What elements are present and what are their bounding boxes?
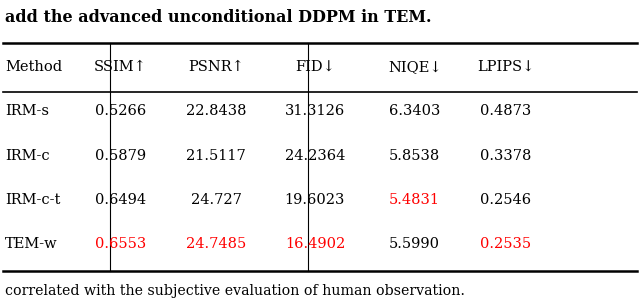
Text: 22.8438: 22.8438	[186, 104, 246, 118]
Text: 0.2546: 0.2546	[480, 193, 531, 207]
Text: 5.8538: 5.8538	[389, 149, 440, 163]
Text: 19.6023: 19.6023	[285, 193, 345, 207]
Text: 5.4831: 5.4831	[389, 193, 440, 207]
Text: 0.5879: 0.5879	[95, 149, 146, 163]
Text: IRM-c: IRM-c	[5, 149, 50, 163]
Text: IRM-c-t: IRM-c-t	[5, 193, 61, 207]
Text: 5.5990: 5.5990	[389, 237, 440, 251]
Text: LPIPS↓: LPIPS↓	[477, 60, 534, 74]
Text: Method: Method	[5, 60, 62, 74]
Text: 0.4873: 0.4873	[480, 104, 531, 118]
Text: 24.2364: 24.2364	[285, 149, 345, 163]
Text: 24.7485: 24.7485	[186, 237, 246, 251]
Text: 16.4902: 16.4902	[285, 237, 345, 251]
Text: 0.5266: 0.5266	[95, 104, 146, 118]
Text: 21.5117: 21.5117	[186, 149, 246, 163]
Text: 0.3378: 0.3378	[480, 149, 531, 163]
Text: 31.3126: 31.3126	[285, 104, 345, 118]
Text: 0.2535: 0.2535	[480, 237, 531, 251]
Text: NIQE↓: NIQE↓	[388, 60, 442, 74]
Text: 0.6494: 0.6494	[95, 193, 146, 207]
Text: add the advanced unconditional DDPM in TEM.: add the advanced unconditional DDPM in T…	[5, 9, 431, 26]
Text: IRM-s: IRM-s	[5, 104, 49, 118]
Text: TEM-w: TEM-w	[5, 237, 58, 251]
Text: 0.6553: 0.6553	[95, 237, 146, 251]
Text: FID↓: FID↓	[295, 60, 335, 74]
Text: 6.3403: 6.3403	[389, 104, 440, 118]
Text: PSNR↑: PSNR↑	[188, 60, 244, 74]
Text: 24.727: 24.727	[191, 193, 242, 207]
Text: SSIM↑: SSIM↑	[94, 60, 147, 74]
Text: correlated with the subjective evaluation of human observation.: correlated with the subjective evaluatio…	[5, 284, 465, 298]
